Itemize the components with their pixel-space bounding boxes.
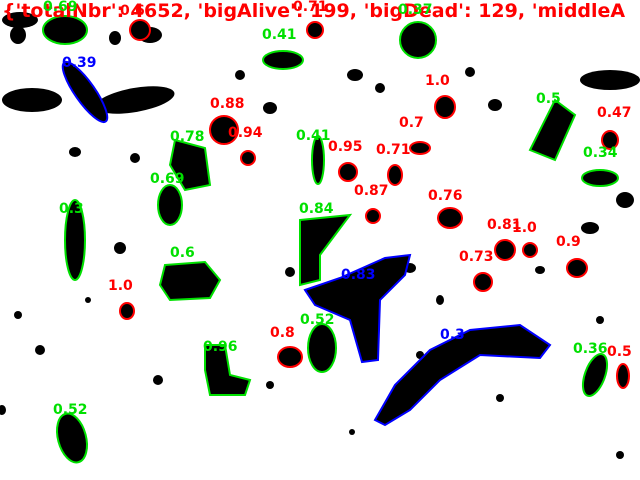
score-label: 0.76 [428, 188, 463, 204]
stats-banner: {'totalNbr': 4652, 'bigAlive': 199, 'big… [2, 0, 626, 22]
score-label: 0.47 [597, 105, 632, 121]
score-label: 0.39 [62, 55, 97, 71]
score-label: 0.52 [300, 312, 335, 328]
score-label: 0.3 [59, 201, 84, 217]
score-label: 0.73 [459, 249, 494, 265]
score-label: 0.3 [440, 327, 465, 343]
dead-cells [119, 19, 630, 389]
score-label: 0.41 [262, 27, 297, 43]
score-label: 0.41 [296, 128, 331, 144]
score-label: 0.88 [210, 96, 245, 112]
score-label: 0.6 [120, 3, 145, 19]
score-label: 0.52 [53, 402, 88, 418]
score-label: 0.81 [487, 217, 522, 233]
middle-cells [61, 60, 552, 427]
score-label: 1.0 [108, 278, 133, 294]
score-label: 0.83 [341, 267, 376, 283]
score-label: 1.0 [512, 220, 537, 236]
score-label: 0.71 [293, 0, 328, 15]
score-label: 0.96 [203, 339, 238, 355]
score-label: 0.9 [556, 234, 581, 250]
score-label: 0.95 [328, 139, 363, 155]
score-label: 0.71 [376, 142, 411, 158]
score-label: 0.34 [583, 145, 618, 161]
score-label: 0.78 [170, 129, 205, 145]
score-label: 0.8 [270, 325, 295, 341]
score-label: 0.69 [43, 0, 78, 15]
score-label: 0.36 [573, 341, 608, 357]
score-label: 0.87 [354, 183, 389, 199]
unlabeled-cells [2, 12, 640, 114]
alive-cells [42, 15, 619, 464]
score-label: 0.7 [399, 115, 424, 131]
score-label: 0.5 [536, 91, 561, 107]
score-label: 1.0 [425, 73, 450, 89]
score-label: 0.94 [228, 125, 263, 141]
score-label: 0.6 [170, 245, 195, 261]
score-label: 0.69 [150, 171, 185, 187]
score-label: 0.37 [398, 2, 433, 18]
score-label: 0.84 [299, 201, 334, 217]
score-label: 0.5 [607, 344, 632, 360]
